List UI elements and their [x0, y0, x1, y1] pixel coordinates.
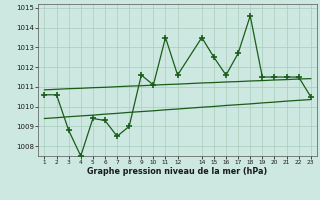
X-axis label: Graphe pression niveau de la mer (hPa): Graphe pression niveau de la mer (hPa) — [87, 167, 268, 176]
